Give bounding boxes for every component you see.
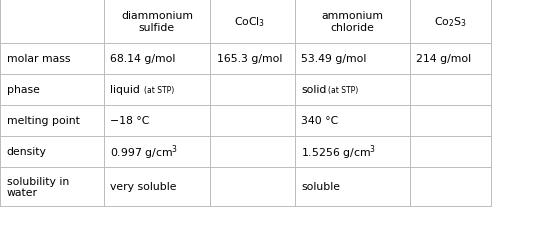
- Text: −18 °C: −18 °C: [110, 116, 150, 126]
- Text: liquid: liquid: [110, 85, 140, 95]
- Text: diammonium
sulfide: diammonium sulfide: [121, 11, 193, 33]
- Text: phase: phase: [7, 85, 39, 95]
- Text: solid: solid: [301, 85, 327, 95]
- Text: 340 °C: 340 °C: [301, 116, 339, 126]
- Text: Co$_2$S$_3$: Co$_2$S$_3$: [434, 15, 467, 29]
- Text: CoCl$_3$: CoCl$_3$: [234, 15, 265, 29]
- Text: soluble: soluble: [301, 182, 340, 192]
- Text: CoCl: CoCl: [0, 228, 1, 229]
- Text: melting point: melting point: [7, 116, 79, 126]
- Text: 214 g/mol: 214 g/mol: [416, 54, 471, 64]
- Text: 165.3 g/mol: 165.3 g/mol: [217, 54, 282, 64]
- Text: very soluble: very soluble: [110, 182, 177, 192]
- Text: solubility in
water: solubility in water: [7, 176, 69, 197]
- Text: 53.49 g/mol: 53.49 g/mol: [301, 54, 367, 64]
- Text: 1.5256 g/cm$^3$: 1.5256 g/cm$^3$: [301, 142, 376, 161]
- Text: (at STP): (at STP): [328, 85, 358, 94]
- Text: (at STP): (at STP): [144, 85, 174, 94]
- Text: molar mass: molar mass: [7, 54, 70, 64]
- Text: 0.997 g/cm$^3$: 0.997 g/cm$^3$: [110, 142, 179, 161]
- Text: ammonium
chloride: ammonium chloride: [321, 11, 383, 33]
- Text: density: density: [7, 147, 46, 157]
- Text: 68.14 g/mol: 68.14 g/mol: [110, 54, 176, 64]
